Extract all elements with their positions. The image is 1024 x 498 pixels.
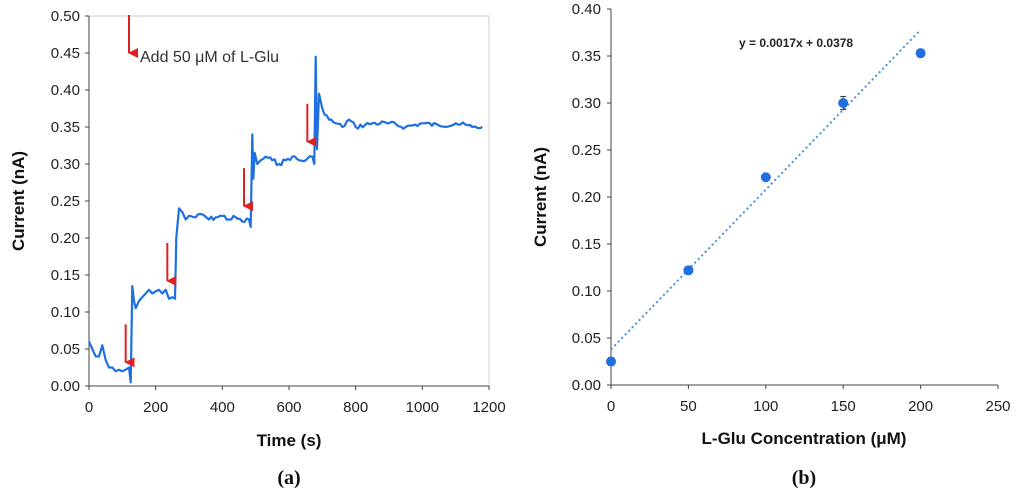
chart-panel-a: 0.00 0.05 0.10 0.15 0.20 0.25 0.30 0.35 0.40 0.45… <box>9 8 506 489</box>
x-tick-label: 400 <box>210 399 235 416</box>
annotation-add-l-glu: Add 50 μM of L-Glu <box>140 49 279 66</box>
y-tick-label: 0.00 <box>51 378 80 395</box>
y-tick-label: 0.30 <box>572 95 601 112</box>
plot-frame-a <box>88 15 490 387</box>
trendline-equation: y = 0.0017x + 0.0378 <box>739 36 853 50</box>
y-tick-label: 0.35 <box>51 119 80 136</box>
x-tick-label: 0 <box>85 399 93 416</box>
y-tick-label: 0.40 <box>51 82 80 99</box>
y-tick-label: 0.25 <box>572 142 601 159</box>
y-tick-label: 0.30 <box>51 156 80 173</box>
data-point <box>838 98 849 108</box>
x-ticks-b: 0 50 100 150 200 250 <box>607 385 1011 415</box>
x-tick-label: 200 <box>143 399 168 416</box>
x-tick-label: 600 <box>276 399 301 416</box>
data-point <box>760 172 771 183</box>
y-tick-label: 0.20 <box>572 189 601 206</box>
x-axis-label-b: L-Glu Concentration (μM) <box>702 429 907 448</box>
x-tick-label: 0 <box>607 398 615 415</box>
x-tick-label: 800 <box>343 399 368 416</box>
x-tick-label: 1000 <box>406 399 439 416</box>
y-axis-label-b: Current (nA) <box>531 147 550 247</box>
x-tick-label: 150 <box>831 398 856 415</box>
y-tick-label: 0.15 <box>572 236 601 253</box>
y-ticks-a: 0.00 0.05 0.10 0.15 0.20 0.25 0.30 0.35 0.40 0.45… <box>51 8 89 395</box>
y-tick-label: 0.05 <box>572 330 601 347</box>
y-tick-label: 0.35 <box>572 48 601 65</box>
y-tick-label: 0.20 <box>51 230 80 247</box>
x-tick-label: 250 <box>985 398 1010 415</box>
series-line-current <box>87 55 483 384</box>
y-tick-label: 0.50 <box>51 8 80 25</box>
y-tick-label: 0.45 <box>51 45 80 62</box>
y-ticks-b: 0.00 0.05 0.10 0.15 0.20 0.25 0.30 0.35 0.40 <box>572 1 611 394</box>
x-tick-label: 50 <box>680 398 697 415</box>
y-tick-label: 0.15 <box>51 267 80 284</box>
data-points-b <box>606 48 926 367</box>
data-point <box>915 48 926 59</box>
data-point <box>683 265 694 276</box>
y-tick-label: 0.25 <box>51 193 80 210</box>
data-point <box>606 356 616 367</box>
arrows-a <box>124 15 317 368</box>
panel-label-a: (a) <box>277 467 300 489</box>
panel-label-b: (b) <box>792 467 816 489</box>
x-tick-label: 100 <box>753 398 778 415</box>
y-axis-label-a: Current (nA) <box>9 151 28 251</box>
y-tick-label: 0.00 <box>572 377 601 394</box>
trendline <box>610 29 922 351</box>
x-axis-label-a: Time (s) <box>257 431 322 450</box>
x-tick-label: 200 <box>908 398 933 415</box>
y-tick-label: 0.40 <box>572 1 601 18</box>
x-ticks-a: 0 200 400 600 800 1000 1200 <box>85 386 506 416</box>
chart-panel-b: 0.00 0.05 0.10 0.15 0.20 0.25 0.30 0.35 0.40 0 50… <box>531 1 1011 489</box>
x-tick-label: 1200 <box>472 399 505 416</box>
y-tick-label: 0.05 <box>51 341 80 358</box>
y-tick-label: 0.10 <box>572 283 601 300</box>
y-tick-label: 0.10 <box>51 304 80 321</box>
